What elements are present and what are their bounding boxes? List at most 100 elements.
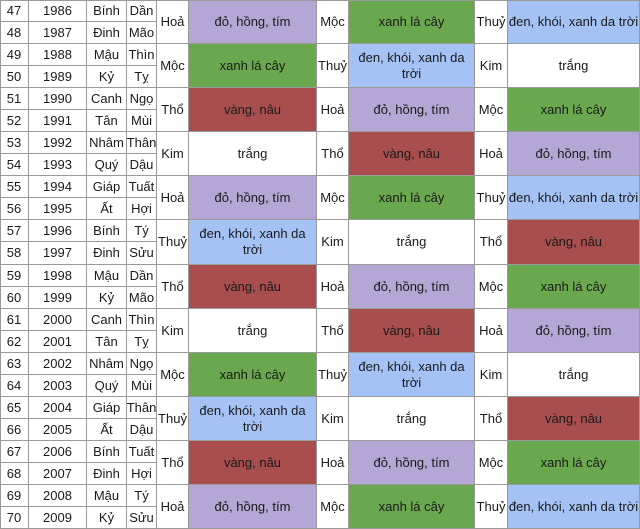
row-number-text: 68 <box>6 465 22 481</box>
element-3-text: Thổ <box>479 234 503 249</box>
element-2: Hoả <box>317 441 349 485</box>
color-2: xanh lá cây <box>349 0 475 44</box>
row-number: 59 <box>0 265 29 287</box>
row-number: 69 <box>0 485 29 507</box>
row-number-text: 47 <box>6 2 22 18</box>
element-1: Mộc <box>157 353 189 397</box>
row-can: Kỷ <box>87 66 127 88</box>
row-number: 52 <box>0 110 29 132</box>
color-3: đỏ, hồng, tím <box>508 132 640 176</box>
element-1: Thổ <box>157 88 189 132</box>
element-3-text: Kim <box>479 366 503 382</box>
element-1: Thổ <box>157 265 189 309</box>
row-chi-text: Tuất <box>128 178 155 194</box>
element-3: Thổ <box>475 397 508 441</box>
row-chi: Dậu <box>127 154 157 176</box>
row-chi: Mão <box>127 287 157 309</box>
row-can-text: Quý <box>94 156 119 172</box>
row-can-text: Mậu <box>93 487 120 503</box>
row-can: Tân <box>87 110 127 132</box>
row-chi: Tý <box>127 485 157 507</box>
row-number-text: 69 <box>6 487 22 503</box>
row-number-text: 66 <box>6 421 22 437</box>
row-year: 1986 <box>29 0 87 22</box>
row-year-text: 1996 <box>43 222 72 238</box>
row-chi: Dần <box>127 0 157 22</box>
element-3: Mộc <box>475 88 508 132</box>
color-1-text: vàng, nâu <box>223 278 282 294</box>
row-number-text: 48 <box>6 24 22 40</box>
row-year: 1998 <box>29 265 87 287</box>
element-1-text: Thuỷ <box>158 410 187 426</box>
color-1: đỏ, hồng, tím <box>189 176 317 220</box>
color-1-text: xanh lá cây <box>219 57 286 73</box>
row-can: Giáp <box>87 176 127 198</box>
element-3: Thuỷ <box>475 0 508 44</box>
row-can-text: Ất <box>100 200 113 216</box>
element-2: Hoả <box>317 88 349 132</box>
element-2: Mộc <box>317 0 349 44</box>
row-chi-text: Hợi <box>131 200 152 216</box>
color-2-text: đỏ, hồng, tím <box>373 101 450 117</box>
row-can: Đinh <box>87 22 127 44</box>
color-3-text: trắng <box>558 366 589 382</box>
element-1: Hoả <box>157 485 189 529</box>
row-year: 2001 <box>29 331 87 353</box>
row-number: 60 <box>0 287 29 309</box>
element-3-text: Thuỷ <box>476 13 506 29</box>
row-chi-text: Tuất <box>128 443 155 459</box>
row-number: 66 <box>0 419 29 441</box>
color-1: đen, khói, xanh da trời <box>189 397 317 441</box>
row-number: 64 <box>0 375 29 397</box>
color-3: xanh lá cây <box>508 441 640 485</box>
row-can: Bính <box>87 0 127 22</box>
row-number-text: 60 <box>6 289 22 305</box>
row-can: Tân <box>87 331 127 353</box>
row-chi: Hợi <box>127 463 157 485</box>
color-1: trắng <box>189 132 317 176</box>
element-1: Hoả <box>157 176 189 220</box>
element-2: Thuỷ <box>317 353 349 397</box>
row-chi-text: Thân <box>127 134 157 150</box>
row-year-text: 1992 <box>43 134 72 150</box>
color-3-text: đỏ, hồng, tím <box>535 145 612 161</box>
row-year: 1990 <box>29 88 87 110</box>
color-2: đỏ, hồng, tím <box>349 265 475 309</box>
row-can: Quý <box>87 154 127 176</box>
row-can: Mậu <box>87 44 127 66</box>
row-chi-text: Ngọ <box>129 90 154 106</box>
color-3-text: xanh lá cây <box>540 101 607 117</box>
element-2: Kim <box>317 397 349 441</box>
row-number-text: 50 <box>6 68 22 84</box>
row-number-text: 54 <box>6 156 22 172</box>
row-can-text: Kỷ <box>98 509 115 525</box>
element-2-text: Thổ <box>321 322 344 338</box>
row-chi: Thân <box>127 132 157 154</box>
element-3-text: Hoả <box>479 145 503 161</box>
element-1: Kim <box>157 309 189 353</box>
color-3: đen, khói, xanh da trời <box>508 0 640 44</box>
element-1-text: Thuỷ <box>158 234 187 249</box>
row-year: 1997 <box>29 242 87 265</box>
row-year-text: 2004 <box>43 399 72 415</box>
element-3-text: Thuỷ <box>476 498 506 514</box>
row-number: 55 <box>0 176 29 198</box>
row-number: 53 <box>0 132 29 154</box>
element-3-text: Thổ <box>479 410 503 426</box>
element-2-text: Kim <box>321 410 344 426</box>
row-can: Giáp <box>87 397 127 419</box>
row-number: 57 <box>0 220 29 242</box>
color-3-text: vàng, nâu <box>544 410 603 426</box>
row-year: 2004 <box>29 397 87 419</box>
color-1-text: trắng <box>237 322 268 338</box>
row-chi-text: Dậu <box>129 156 154 172</box>
row-chi-text: Mão <box>128 24 155 40</box>
row-number: 58 <box>0 242 29 265</box>
row-can-text: Đinh <box>93 245 120 260</box>
row-year-text: 1995 <box>43 200 72 216</box>
color-2-text: xanh lá cây <box>378 13 445 29</box>
row-year-text: 1990 <box>43 90 72 106</box>
row-year: 2008 <box>29 485 87 507</box>
row-chi: Ngọ <box>127 88 157 110</box>
row-can-text: Giáp <box>92 399 121 415</box>
